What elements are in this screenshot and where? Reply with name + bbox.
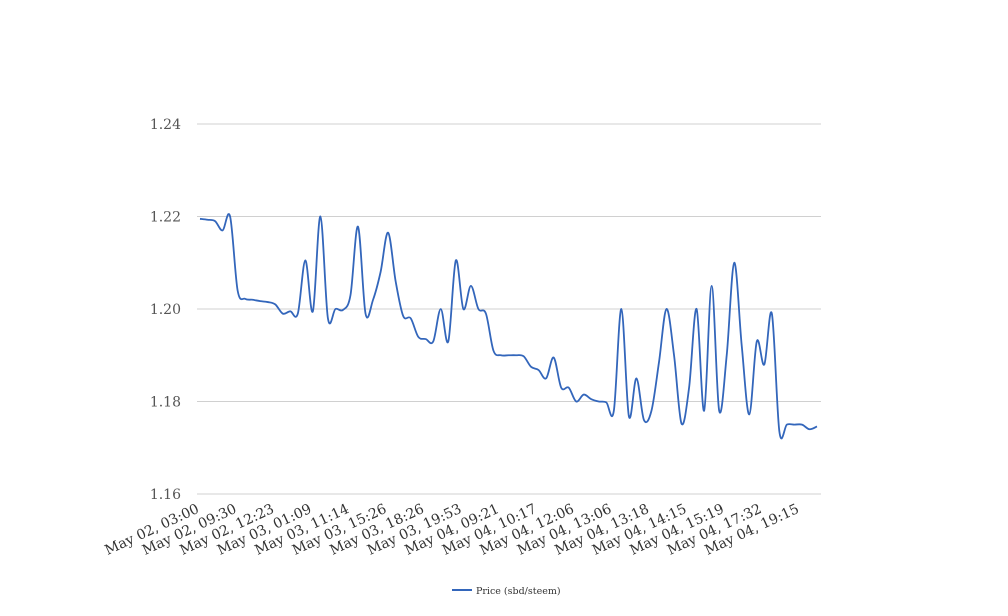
y-tick-label: 1.18 [150, 395, 181, 411]
y-axis-tick-labels: 1.16 1.18 1.20 1.22 1.24 [150, 117, 181, 503]
gridlines [197, 123, 821, 495]
series-line-price [199, 213, 818, 440]
series-layer [199, 213, 818, 440]
legend-label-price: Price (sbd/steem) [476, 586, 561, 597]
y-tick-label: 1.22 [150, 210, 181, 226]
legend: Price (sbd/steem) [452, 586, 561, 597]
y-tick-label: 1.20 [150, 302, 181, 318]
y-tick-label: 1.24 [150, 117, 181, 133]
y-tick-label: 1.16 [150, 487, 181, 503]
